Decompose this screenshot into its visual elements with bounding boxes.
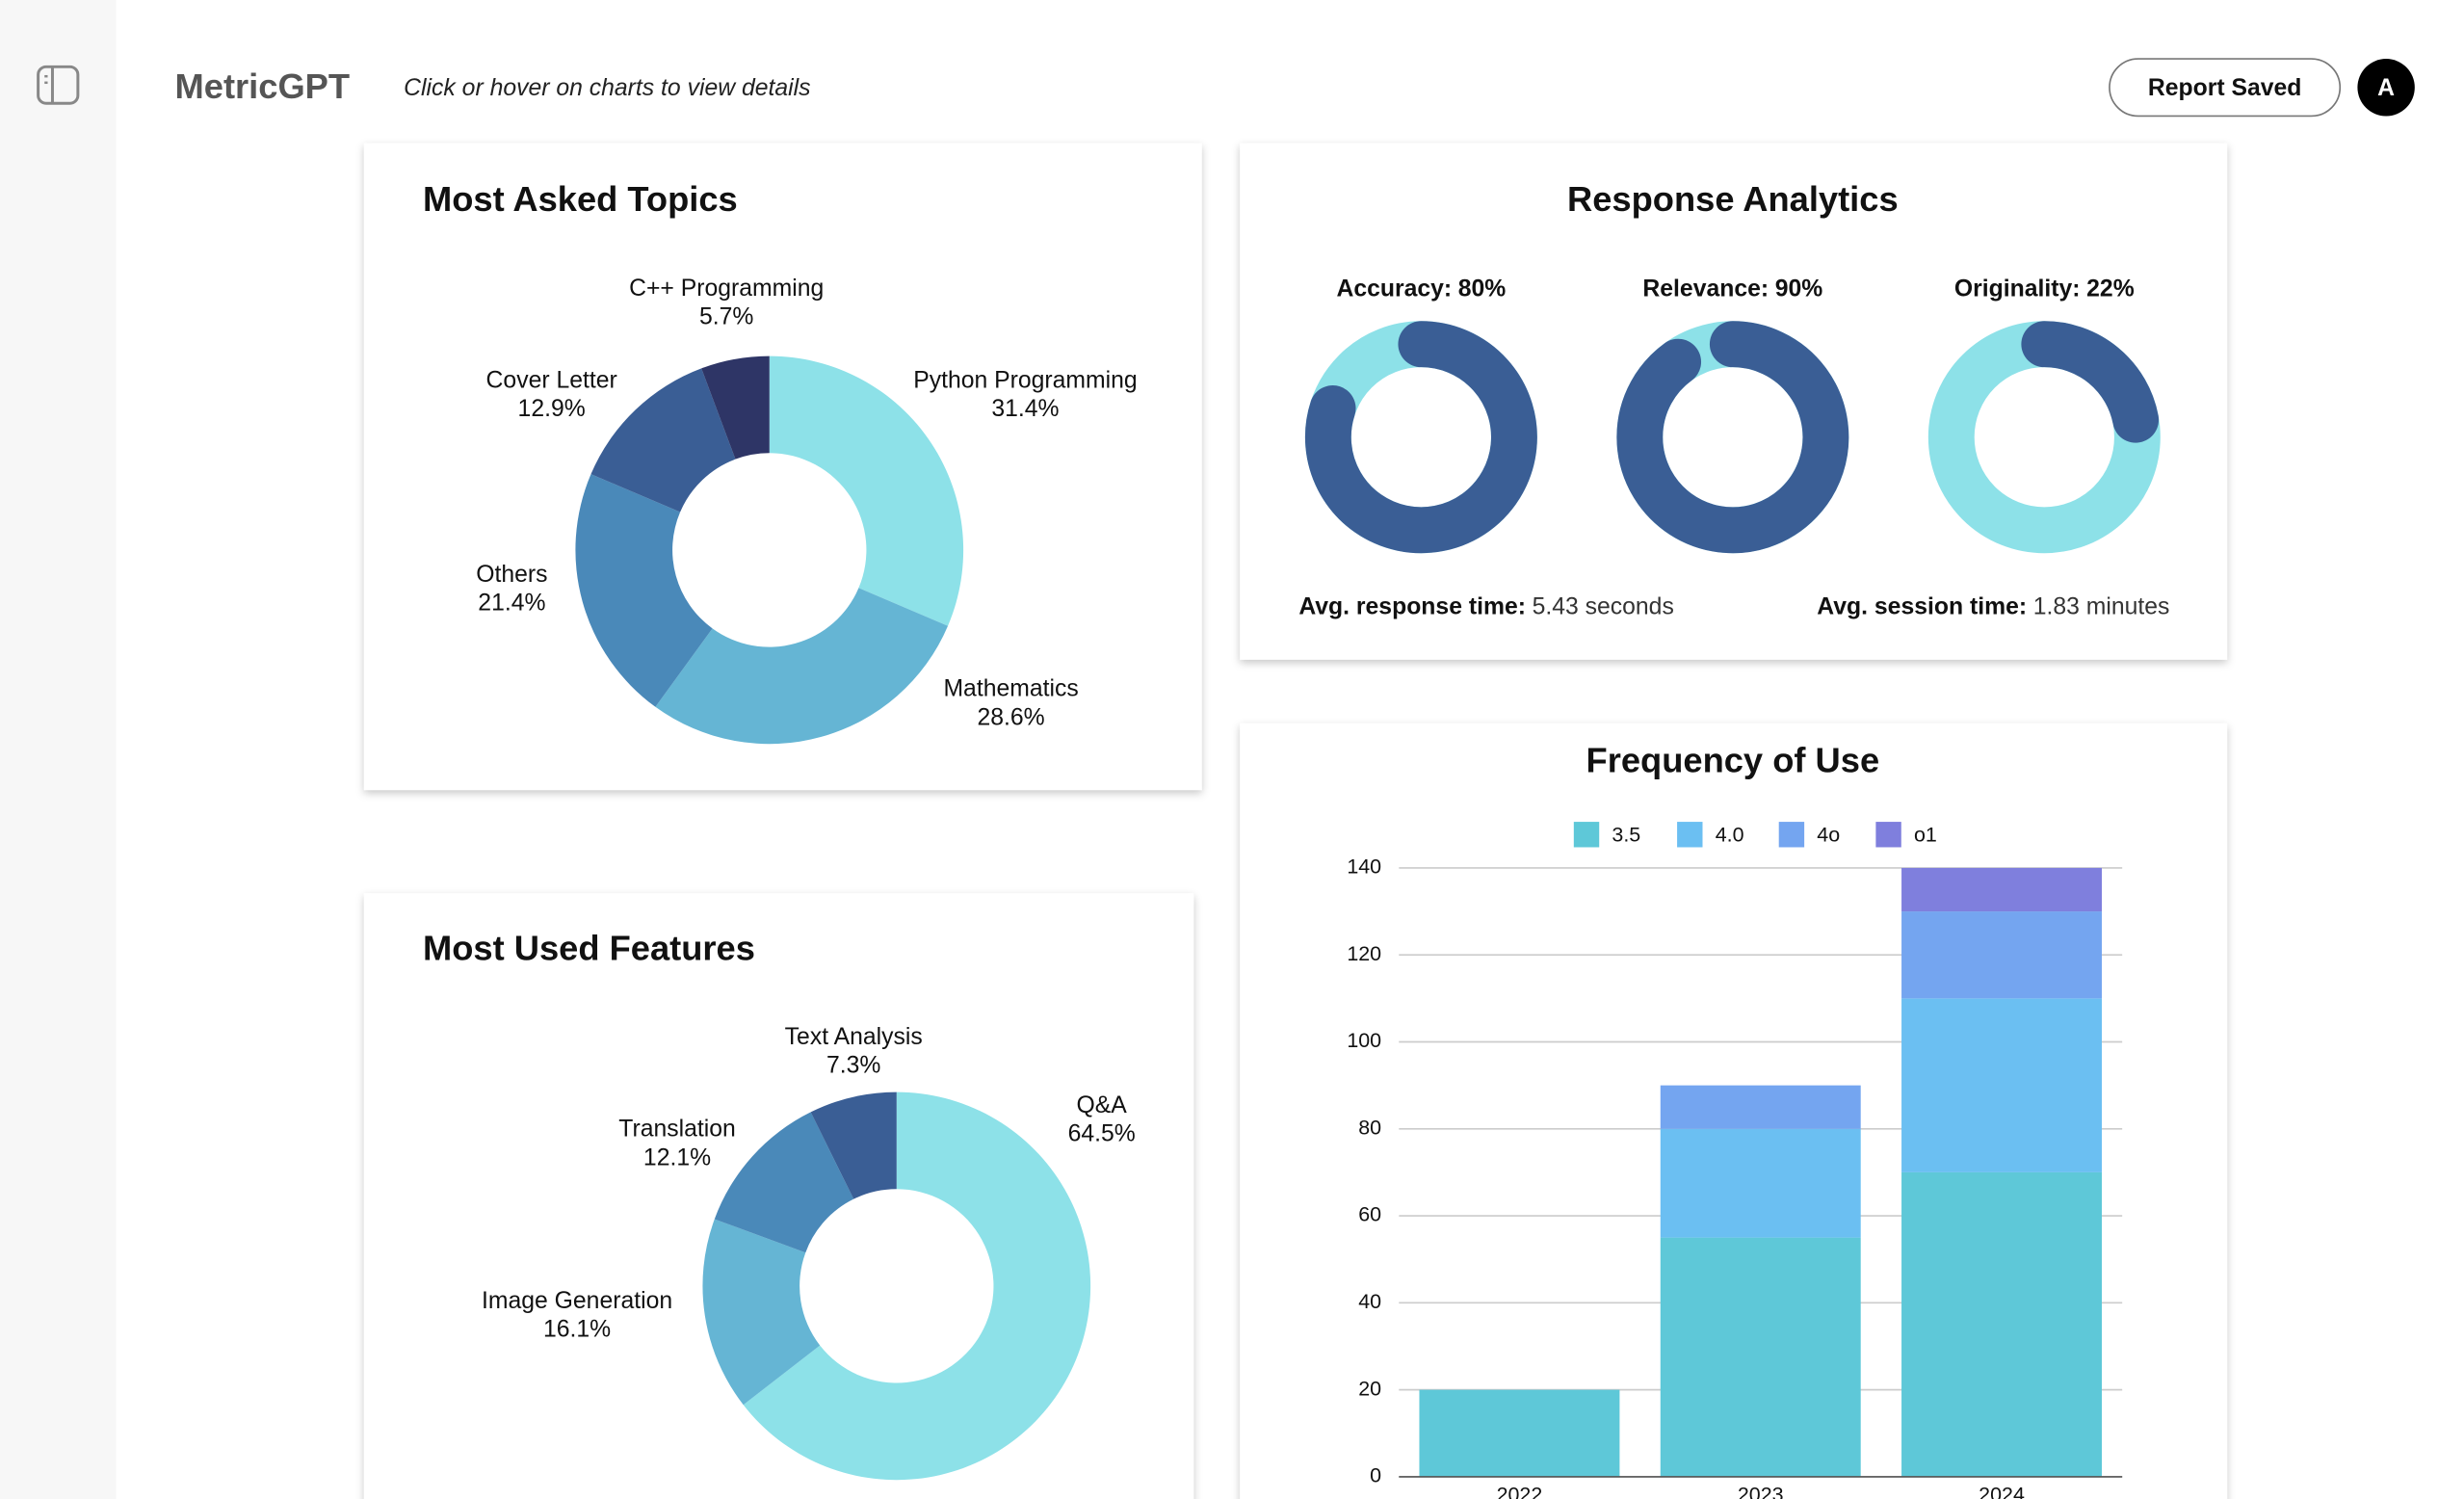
legend-label: 3.5 xyxy=(1612,824,1640,847)
y-tick-label: 140 xyxy=(1347,855,1381,879)
legend-swatch xyxy=(1573,822,1600,848)
pie-slice xyxy=(810,1091,897,1199)
button-label: Report Saved xyxy=(2148,75,2302,101)
gauge-label: Relevance: 90% xyxy=(1642,276,1822,302)
gauge-name: Accuracy: xyxy=(1336,276,1452,302)
slice-value: 5.7% xyxy=(699,304,753,330)
gauge-label: Accuracy: 80% xyxy=(1336,276,1506,302)
sidebar-toggle[interactable] xyxy=(37,65,80,105)
avatar[interactable]: A xyxy=(2357,59,2415,117)
pie-slice xyxy=(701,355,770,460)
slice-label: Image Generation xyxy=(482,1288,672,1314)
pie-slice xyxy=(575,474,713,707)
bar-segment xyxy=(1901,998,2103,1172)
pie-slice xyxy=(590,368,736,513)
pie-slice xyxy=(714,1112,854,1253)
subtitle: Click or hover on charts to view details xyxy=(404,75,810,101)
slice-label: C++ Programming xyxy=(629,276,824,302)
stat-label: Avg. session time: xyxy=(1817,593,2027,619)
slice-value: 21.4% xyxy=(478,591,545,617)
gauge-label: Originality: 22% xyxy=(1954,276,2135,302)
legend-swatch xyxy=(1875,822,1901,848)
slice-label: Text Analysis xyxy=(785,1024,923,1050)
pie-slice xyxy=(743,1091,1091,1481)
stat: Avg. session time: 1.83 minutes xyxy=(1817,593,2169,619)
slice-label: Translation xyxy=(618,1117,736,1143)
bar-segment xyxy=(1901,911,2103,999)
x-tick-label: 2023 xyxy=(1738,1483,1784,1499)
slice-value: 12.1% xyxy=(643,1144,711,1170)
bar-segment xyxy=(1660,1085,1861,1129)
y-tick-label: 60 xyxy=(1358,1203,1381,1226)
x-tick-label: 2022 xyxy=(1497,1483,1543,1499)
y-tick-label: 100 xyxy=(1347,1029,1381,1052)
slice-label: Others xyxy=(476,562,547,588)
gauge-value: 90% xyxy=(1775,276,1823,302)
slice-label: Q&A xyxy=(1077,1092,1128,1118)
x-tick-label: 2024 xyxy=(1979,1483,2025,1499)
y-tick-label: 20 xyxy=(1358,1377,1381,1400)
y-tick-label: 80 xyxy=(1358,1116,1381,1139)
legend-label: 4o xyxy=(1817,824,1840,847)
bar-segment xyxy=(1660,1128,1861,1238)
slice-label: Python Programming xyxy=(913,368,1138,394)
bar-segment xyxy=(1901,1171,2103,1477)
bar-segment xyxy=(1419,1389,1620,1477)
app-title: MetricGPT xyxy=(175,66,351,106)
slice-value: 7.3% xyxy=(826,1053,880,1079)
card-title: Most Asked Topics xyxy=(423,179,738,219)
sidebar xyxy=(0,0,117,1499)
stat: Avg. response time: 5.43 seconds xyxy=(1298,593,1674,619)
legend-label: 4.0 xyxy=(1716,824,1744,847)
slice-value: 16.1% xyxy=(543,1317,611,1343)
bar-segment xyxy=(1660,1237,1861,1477)
slice-value: 31.4% xyxy=(991,396,1059,422)
avatar-letter: A xyxy=(2377,75,2395,101)
gauge-name: Relevance: xyxy=(1642,276,1769,302)
slice-label: Cover Letter xyxy=(486,368,617,394)
stat-value: 5.43 seconds xyxy=(1533,593,1674,619)
y-tick-label: 120 xyxy=(1347,942,1381,965)
pie-slice xyxy=(655,588,949,745)
gauge-name: Originality: xyxy=(1954,276,2081,302)
legend-swatch xyxy=(1677,822,1703,848)
stat-label: Avg. response time: xyxy=(1298,593,1526,619)
card-title: Frequency of Use xyxy=(1586,741,1880,780)
pie-slice xyxy=(702,1219,821,1406)
gauge-arc xyxy=(1304,321,1537,554)
gauge-arc xyxy=(1616,321,1849,554)
y-tick-label: 0 xyxy=(1370,1464,1381,1487)
slice-label: Mathematics xyxy=(943,676,1078,702)
legend-label: o1 xyxy=(1914,824,1937,847)
y-tick-label: 40 xyxy=(1358,1290,1381,1313)
legend-swatch xyxy=(1778,822,1805,848)
bar-segment xyxy=(1901,867,2103,912)
gauge-value: 80% xyxy=(1458,276,1507,302)
gauge-arc xyxy=(2021,321,2160,443)
slice-value: 12.9% xyxy=(518,396,586,422)
pie-slice xyxy=(769,355,964,626)
gauge-value: 22% xyxy=(2086,276,2135,302)
slice-value: 28.6% xyxy=(978,704,1045,730)
stat-value: 1.83 minutes xyxy=(2033,593,2170,619)
card xyxy=(1240,143,2228,660)
slice-value: 64.5% xyxy=(1068,1121,1136,1147)
report-button[interactable]: Report Saved xyxy=(2109,58,2342,118)
card-title: Response Analytics xyxy=(1567,179,1899,219)
card-title: Most Used Features xyxy=(423,928,755,967)
